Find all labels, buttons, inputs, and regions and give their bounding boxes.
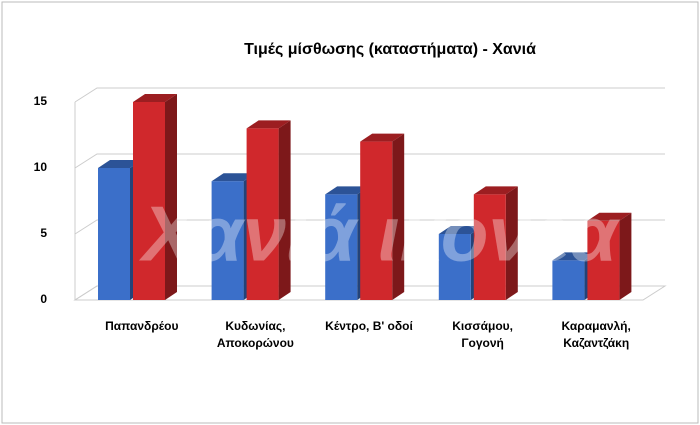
bar-top [587, 212, 632, 221]
x-tick-label: Καραμανλή, Καζαντζάκη [561, 319, 631, 350]
bar-side [392, 133, 405, 300]
bar-top [211, 173, 256, 182]
bar [360, 141, 393, 300]
x-tick-label: Κισσάμου, Γογονή [452, 319, 513, 350]
bar [246, 128, 279, 300]
grid-line [74, 153, 665, 169]
y-tick-label: 15 [34, 94, 48, 108]
x-tick-label: Κέντρο, Β' οδοί [325, 319, 413, 333]
watermark: Χανιά ικονέα [138, 190, 621, 278]
bar [211, 181, 244, 300]
bar-side [278, 120, 291, 301]
bar-side [619, 212, 632, 300]
bar-top [246, 120, 291, 129]
chart-title: Τιμές μίσθωσης (καταστήματα) - Χανιά [244, 41, 536, 58]
bar-top [360, 133, 405, 142]
x-tick-label: Κυδωνίας, Αποκορώνου [216, 319, 294, 350]
y-tick-label: 5 [40, 226, 47, 240]
bar-top [133, 94, 177, 102]
bar [587, 220, 620, 300]
bar [98, 168, 130, 300]
grid-line [74, 87, 665, 103]
bar [473, 194, 506, 300]
y-tick-label: 10 [34, 160, 48, 174]
y-tick-label: 0 [40, 292, 47, 306]
bar [552, 260, 585, 300]
bar [438, 234, 471, 300]
bar-top [325, 186, 370, 195]
bar [325, 194, 358, 300]
bar-top [438, 226, 483, 234]
bar-top [552, 252, 597, 261]
bar [133, 102, 165, 300]
bar-top [98, 160, 142, 168]
bar-top [473, 186, 518, 195]
bar-side [505, 186, 518, 300]
bar-side [165, 94, 177, 300]
x-tick-label: Παπανδρέου [105, 319, 179, 333]
